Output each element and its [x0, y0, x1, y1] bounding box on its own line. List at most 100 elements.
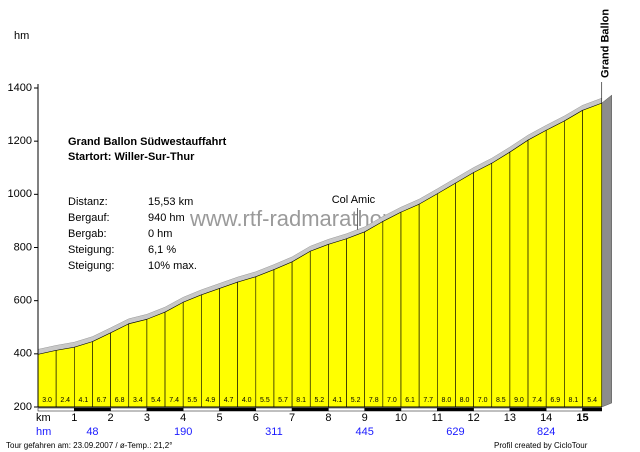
gradient-label: 7.0	[478, 397, 488, 404]
km-band	[146, 407, 184, 412]
profile-segment	[564, 109, 583, 408]
y-tick-label: 400	[14, 348, 32, 360]
hm-row-label: hm	[36, 426, 51, 438]
stat-value: 940 hm	[148, 212, 185, 224]
chart-title: Grand Ballon Südwestauffahrt	[68, 136, 227, 148]
profile-segment	[219, 281, 238, 408]
stat-label: Steigung:	[68, 244, 114, 256]
profile-side	[601, 94, 612, 408]
gradient-label: 4.7	[224, 397, 234, 404]
gradient-label: 5.7	[278, 397, 288, 404]
x-tick-label: 3	[144, 412, 150, 424]
x-tick-label: 6	[253, 412, 259, 424]
profile-segment	[201, 288, 220, 408]
gradient-label: 5.4	[587, 397, 597, 404]
stat-value: 10% max.	[148, 260, 197, 272]
gradient-label: 3.4	[133, 397, 143, 404]
profile-segment	[110, 323, 130, 408]
profile-segment	[309, 243, 329, 408]
profile-segment	[237, 276, 257, 408]
gradient-label: 5.4	[151, 397, 161, 404]
x-axis-label: km	[36, 412, 51, 424]
gradient-label: 8.1	[296, 397, 306, 404]
gradient-label: 7.4	[532, 397, 542, 404]
gradient-label: 4.0	[242, 397, 252, 404]
hm-marker: 48	[86, 426, 98, 438]
gradient-label: 4.1	[333, 397, 343, 404]
gradient-label: 3.0	[42, 397, 52, 404]
gradient-label: 7.7	[423, 397, 433, 404]
km-band	[400, 407, 438, 412]
x-tick-label: 4	[180, 412, 186, 424]
km-band	[328, 407, 365, 412]
km-band	[291, 407, 329, 412]
x-tick-label: 13	[504, 412, 516, 424]
gradient-label: 7.0	[387, 397, 397, 404]
gradient-label: 5.5	[187, 397, 197, 404]
profile-segment	[273, 261, 293, 408]
y-tick-label: 600	[14, 295, 32, 307]
x-tick-label: 5	[216, 412, 222, 424]
y-tick-label: 200	[14, 401, 32, 413]
profile-segment	[582, 102, 603, 408]
profile-segment	[545, 120, 565, 408]
gradient-label: 4.1	[79, 397, 89, 404]
profile-segment	[291, 250, 311, 408]
gradient-label: 5.2	[351, 397, 361, 404]
hm-marker: 824	[537, 426, 555, 438]
gradient-label: 7.8	[369, 397, 379, 404]
km-band	[255, 407, 293, 412]
gradient-label: 8.0	[460, 397, 470, 404]
km-band	[110, 407, 148, 412]
x-tick-label: 14	[540, 412, 552, 424]
hm-marker: 629	[446, 426, 464, 438]
km-band	[509, 407, 547, 412]
stat-value: 0 hm	[148, 228, 172, 240]
gradient-label: 5.5	[260, 397, 270, 404]
x-tick-label: 7	[289, 412, 295, 424]
hm-marker: 311	[265, 426, 283, 438]
x-tick-label: 10	[395, 412, 407, 424]
km-band	[74, 407, 111, 412]
gradient-label: 6.8	[115, 397, 125, 404]
profile-segment	[473, 162, 493, 408]
gradient-label: 5.2	[314, 397, 324, 404]
gradient-label: 8.5	[496, 397, 506, 404]
profile-segment	[400, 203, 420, 408]
stat-label: Steigung:	[68, 260, 114, 272]
hm-marker: 190	[174, 426, 192, 438]
x-tick-label: 12	[467, 412, 479, 424]
summit-label: Grand Ballon	[600, 9, 612, 78]
y-tick-label: 800	[14, 241, 32, 253]
km-band	[37, 407, 75, 412]
x-tick-label: 1	[71, 412, 77, 424]
profile-segment	[527, 129, 547, 408]
footer-right: Profil created by CicloTour	[494, 441, 588, 450]
y-axis-label: hm	[14, 30, 29, 42]
profile-segment	[436, 182, 456, 408]
profile-segment	[364, 220, 384, 408]
km-band	[219, 407, 257, 412]
gradient-label: 6.9	[550, 397, 560, 404]
annotation: Col Amic	[332, 194, 376, 206]
stat-label: Distanz:	[68, 196, 108, 208]
profile-segment	[128, 318, 148, 408]
profile-segment	[455, 172, 474, 408]
x-tick-label: 8	[325, 412, 331, 424]
km-band	[545, 407, 583, 412]
profile-segment	[146, 311, 166, 408]
stat-value: 6,1 %	[148, 244, 176, 256]
profile-segment	[491, 151, 511, 408]
x-tick-label: 11	[432, 412, 443, 424]
gradient-label: 4.9	[206, 397, 216, 404]
profile-segment	[328, 238, 347, 408]
km-band	[182, 407, 220, 412]
gradient-label: 7.4	[169, 397, 179, 404]
profile-segment	[164, 301, 184, 408]
stat-label: Bergauf:	[68, 212, 110, 224]
gradient-label: 6.7	[97, 397, 107, 404]
y-tick-label: 1400	[8, 82, 32, 94]
km-band	[364, 407, 402, 412]
profile-segment	[509, 139, 529, 408]
